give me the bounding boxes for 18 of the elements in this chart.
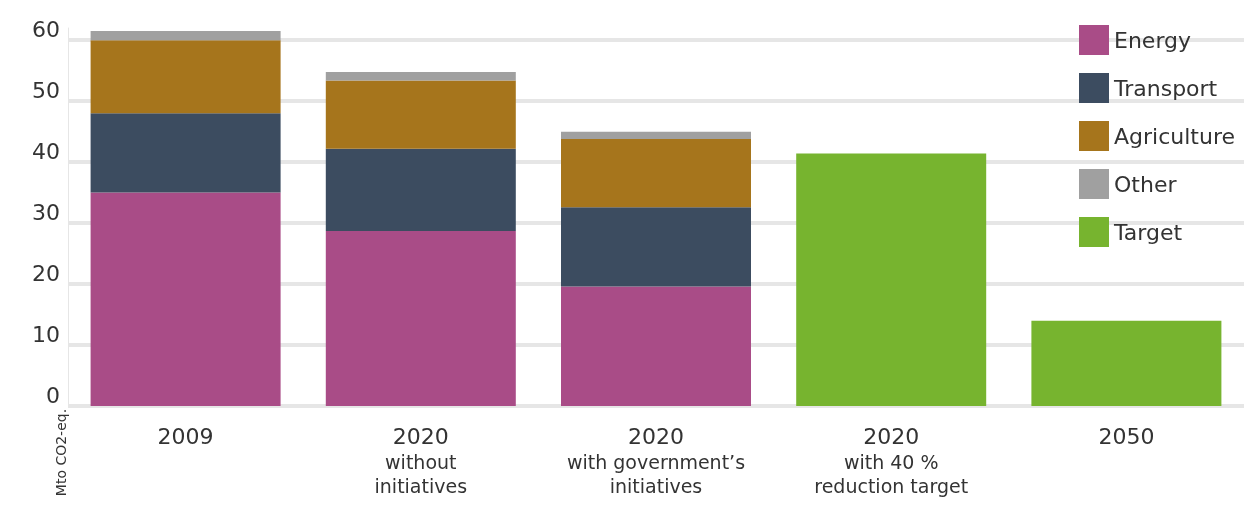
y-tick-label: 0 [46, 382, 60, 408]
x-tick-label: 2050 [1098, 423, 1155, 449]
legend-label: Agriculture [1114, 123, 1236, 149]
legend-label: Transport [1113, 75, 1218, 101]
x-tick-label: 2020 without initiatives [374, 423, 468, 497]
y-tick-label: 50 [32, 77, 60, 103]
y-tick-label: 60 [32, 16, 60, 42]
legend-label: Target [1113, 219, 1183, 245]
y-tick-label: 30 [32, 199, 60, 225]
y-axis-title: Mto CO2-eq. [53, 408, 69, 497]
x-tick-label: 2009 [157, 423, 214, 449]
x-tick-label: 2020 with government’s initiatives [566, 423, 746, 497]
y-tick-label: 20 [32, 260, 60, 286]
legend-label: Energy [1114, 27, 1192, 53]
y-tick-label: 40 [32, 138, 60, 164]
legend-label: Other [1114, 171, 1178, 197]
x-tick-label: 2020 with 40 % reduction target [814, 423, 969, 497]
y-tick-label: 10 [32, 321, 60, 347]
